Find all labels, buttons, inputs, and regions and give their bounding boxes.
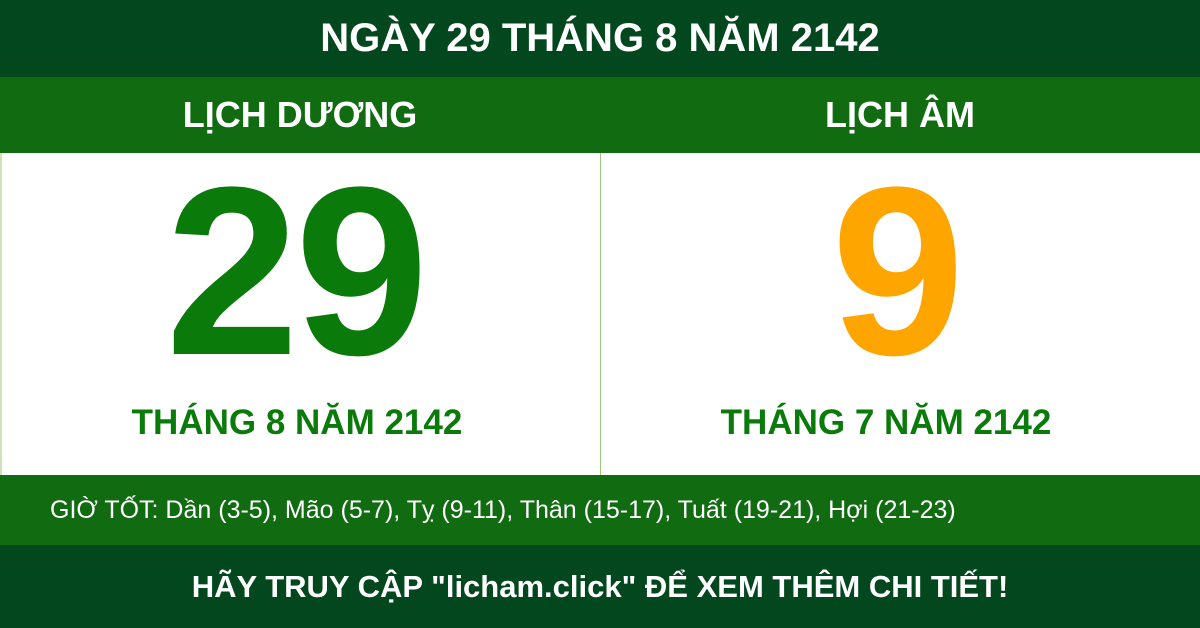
lunar-day: 9 (831, 137, 964, 405)
solar-panel: 29 THÁNG 8 NĂM 2142 (0, 137, 600, 475)
lunar-panel: 9 THÁNG 7 NĂM 2142 (601, 151, 1200, 475)
solar-day: 29 (165, 137, 429, 405)
solar-heading: LỊCH DƯƠNG (0, 77, 600, 153)
solar-month-year: THÁNG 8 NĂM 2142 (131, 403, 463, 442)
left-border (0, 153, 2, 475)
good-hours: GIỜ TỐT: Dần (3-5), Mão (5-7), Tỵ (9-11)… (0, 475, 1200, 545)
page-title: NGÀY 29 THÁNG 8 NĂM 2142 (0, 0, 1200, 77)
lunar-heading: LỊCH ÂM (600, 77, 1200, 153)
column-divider (600, 153, 601, 475)
lunar-month-year: THÁNG 7 NĂM 2142 (720, 403, 1052, 442)
footer-cta: HÃY TRUY CẬP "licham.click" ĐỂ XEM THÊM … (0, 545, 1200, 628)
